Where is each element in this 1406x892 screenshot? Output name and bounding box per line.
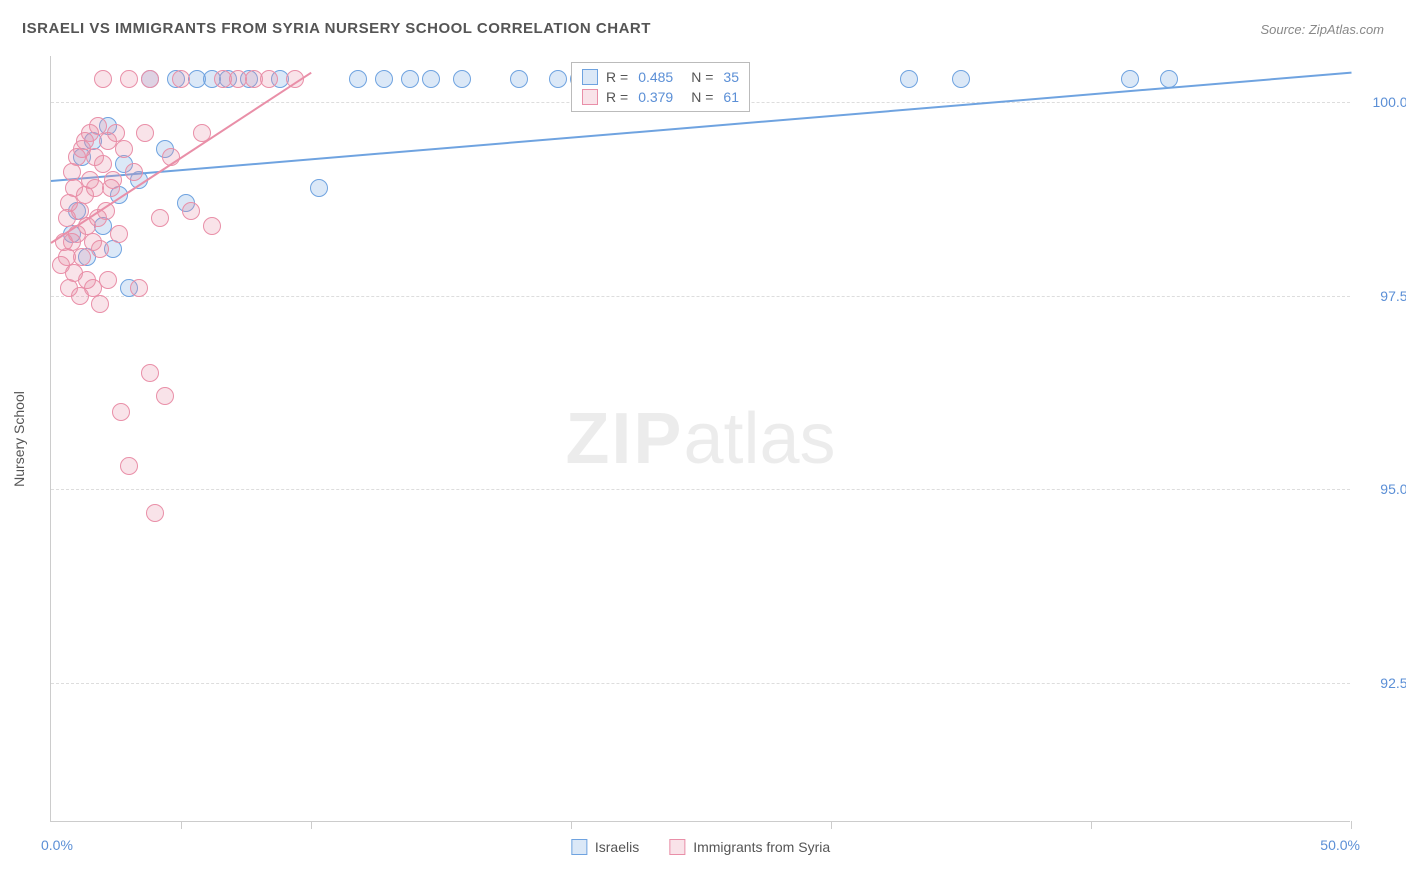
scatter-point [900,70,918,88]
scatter-point [401,70,419,88]
plot-area: Nursery School ZIPatlas 0.0% 50.0% Israe… [50,56,1350,822]
scatter-point [260,70,278,88]
x-tick [1091,821,1092,829]
stat-n-label: N = [691,89,713,105]
y-tick-label: 95.0% [1360,481,1406,497]
watermark: ZIPatlas [565,398,835,480]
legend-label: Immigrants from Syria [693,839,830,855]
scatter-point [104,171,122,189]
stats-box: R = 0.485 N = 35 R = 0.379 N = 61 [571,62,750,112]
legend-swatch-icon [571,839,587,855]
x-tick [311,821,312,829]
y-tick-label: 100.0% [1360,94,1406,110]
scatter-point [349,70,367,88]
scatter-point [125,163,143,181]
legend-item-israelis: Israelis [571,839,639,855]
scatter-point [151,209,169,227]
stat-row: R = 0.485 N = 35 [572,67,749,87]
scatter-point [172,70,190,88]
stat-swatch-icon [582,89,598,105]
scatter-point [120,457,138,475]
scatter-point [73,248,91,266]
legend-swatch-icon [669,839,685,855]
stat-row: R = 0.379 N = 61 [572,87,749,107]
scatter-point [91,240,109,258]
x-tick [571,821,572,829]
scatter-point [203,217,221,235]
source-attribution: Source: ZipAtlas.com [1260,22,1384,37]
stat-n-value: 35 [723,69,739,85]
scatter-point [91,295,109,313]
legend-label: Israelis [595,839,639,855]
y-tick-label: 92.5% [1360,675,1406,691]
scatter-point [130,279,148,297]
chart-title: ISRAELI VS IMMIGRANTS FROM SYRIA NURSERY… [22,20,651,37]
gridline [51,683,1350,684]
scatter-point [94,70,112,88]
scatter-point [549,70,567,88]
watermark-zip: ZIP [565,399,683,479]
legend: Israelis Immigrants from Syria [571,839,830,855]
x-axis-max-label: 50.0% [1320,837,1360,853]
stat-r-label: R = [606,89,628,105]
scatter-point [110,225,128,243]
chart-container: ISRAELI VS IMMIGRANTS FROM SYRIA NURSERY… [0,0,1406,892]
scatter-point [99,271,117,289]
stat-n-value: 61 [723,89,739,105]
x-tick [181,821,182,829]
legend-item-syria: Immigrants from Syria [669,839,830,855]
scatter-point [952,70,970,88]
y-tick-label: 97.5% [1360,288,1406,304]
scatter-point [510,70,528,88]
stat-r-value: 0.379 [638,89,673,105]
scatter-point [422,70,440,88]
x-tick [1351,821,1352,829]
x-tick [831,821,832,829]
gridline [51,296,1350,297]
scatter-point [120,70,138,88]
scatter-point [375,70,393,88]
gridline [51,489,1350,490]
stat-swatch-icon [582,69,598,85]
scatter-point [156,387,174,405]
scatter-point [141,364,159,382]
scatter-point [115,140,133,158]
stat-r-value: 0.485 [638,69,673,85]
scatter-point [112,403,130,421]
scatter-point [310,179,328,197]
scatter-point [136,124,154,142]
stat-r-label: R = [606,69,628,85]
x-axis-min-label: 0.0% [41,837,73,853]
y-axis-title: Nursery School [11,391,27,487]
watermark-atlas: atlas [683,399,835,479]
scatter-point [141,70,159,88]
scatter-point [453,70,471,88]
scatter-point [182,202,200,220]
scatter-point [1121,70,1139,88]
scatter-point [146,504,164,522]
stat-n-label: N = [691,69,713,85]
